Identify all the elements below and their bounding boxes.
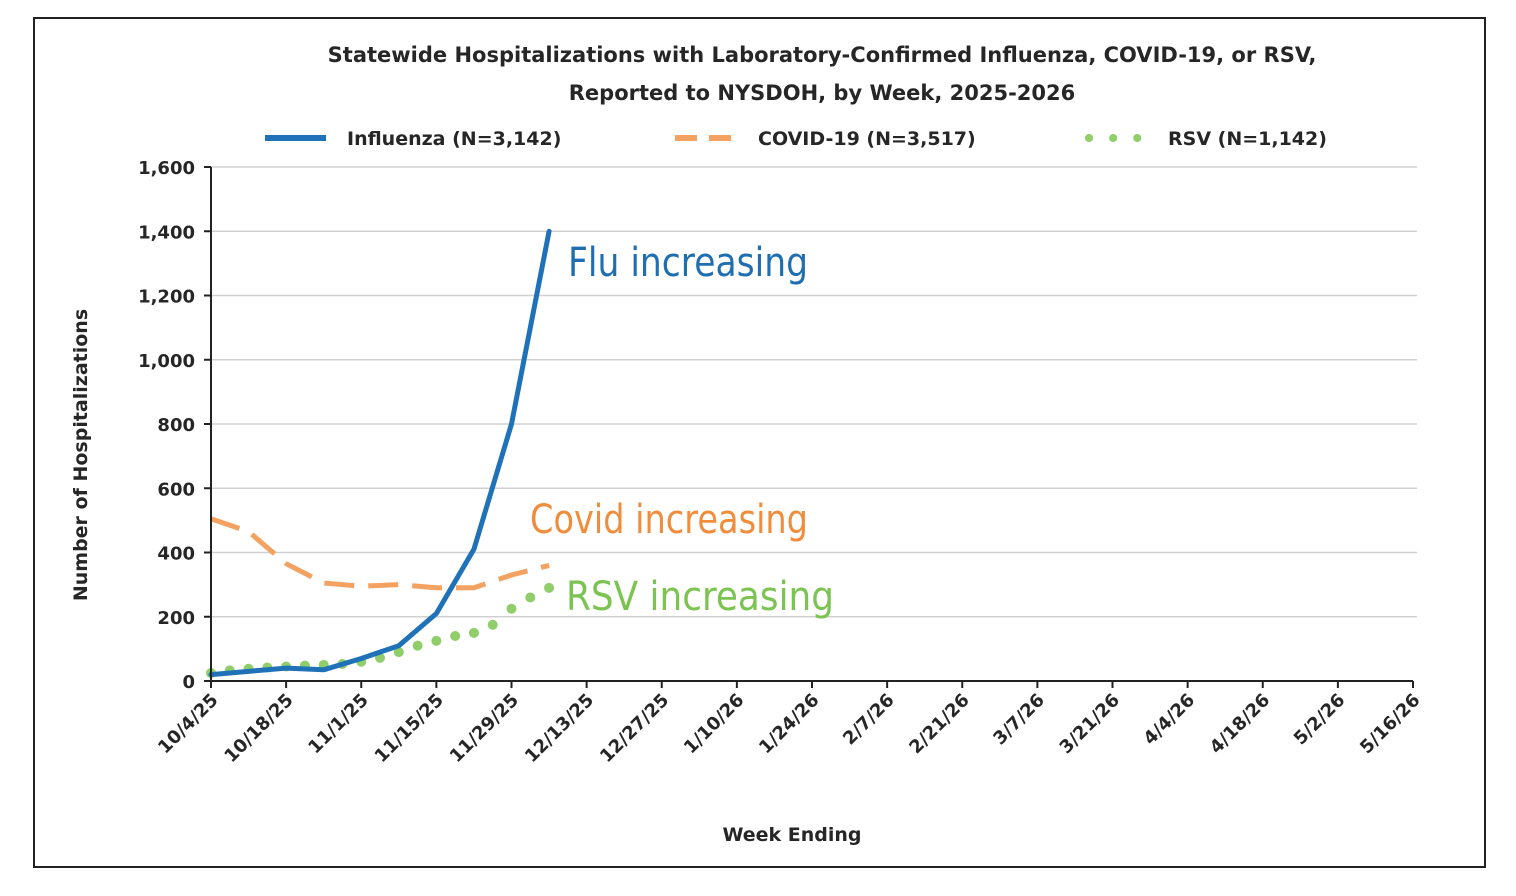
x-tick-label: 2/7/26 (839, 690, 899, 750)
x-tick-label: 3/7/26 (989, 690, 1049, 750)
series-layer (206, 228, 555, 678)
x-tick-label: 4/4/26 (1140, 690, 1200, 750)
x-tick-label: 11/15/25 (371, 690, 448, 767)
rsv-data-point (468, 627, 479, 638)
x-tick-label: 12/27/25 (596, 690, 673, 767)
x-tick-label: 2/21/26 (905, 690, 973, 758)
annotation-covid-increasing: Covid increasing (530, 497, 808, 543)
y-tick-label: 1,000 (138, 351, 195, 372)
annotation-rsv-increasing: RSV increasing (566, 574, 834, 620)
y-tick-label: 0 (182, 672, 195, 693)
chart-title-line-2: Reported to NYSDOH, by Week, 2025-2026 (569, 81, 1075, 105)
legend-label-covid: COVID-19 (N=3,517) (758, 128, 976, 150)
legend: Influenza (N=3,142) COVID-19 (N=3,517) R… (265, 128, 1327, 150)
covid-series-line (210, 516, 550, 591)
x-tick-label: 4/18/26 (1206, 690, 1274, 758)
rsv-data-point (544, 582, 555, 593)
rsv-data-point (431, 635, 442, 646)
x-tick-label: 3/21/26 (1056, 690, 1124, 758)
rsv-data-point (393, 647, 404, 658)
x-tick-label: 10/4/25 (154, 690, 222, 758)
y-tick-label: 600 (157, 479, 195, 500)
rsv-data-point (450, 631, 461, 642)
y-tick-label: 1,400 (138, 222, 195, 243)
chart-title-line-1: Statewide Hospitalizations with Laborato… (328, 43, 1317, 67)
y-tick-label: 200 (157, 608, 195, 629)
legend-label-rsv: RSV (N=1,142) (1168, 128, 1327, 150)
rsv-data-point (412, 640, 423, 651)
y-tick-label: 800 (157, 415, 195, 436)
x-tick-label: 11/29/25 (446, 690, 523, 767)
x-tick-label: 10/18/25 (220, 690, 297, 767)
x-axis-label: Week Ending (722, 824, 861, 846)
x-tick-label: 11/1/25 (304, 690, 372, 758)
legend-label-influenza: Influenza (N=3,142) (347, 128, 561, 150)
y-axis-label: Number of Hospitalizations (70, 309, 92, 601)
y-tick-label: 400 (157, 544, 195, 565)
x-tick-label: 12/13/25 (521, 690, 598, 767)
y-axis-ticks: 0 200 400 600 800 1,000 1,200 1,400 1,600 (138, 158, 211, 693)
x-tick-label: 5/16/26 (1356, 690, 1424, 758)
rsv-data-point (506, 603, 517, 614)
rsv-data-point (525, 592, 536, 603)
annotation-flu-increasing: Flu increasing (568, 240, 808, 286)
x-tick-label: 1/10/26 (680, 690, 748, 758)
influenza-series-line (208, 228, 552, 678)
rsv-data-point (487, 619, 498, 630)
gridlines (211, 166, 1417, 618)
y-tick-label: 1,600 (138, 158, 195, 179)
x-tick-label: 1/24/26 (755, 690, 823, 758)
x-tick-label: 5/2/26 (1290, 690, 1350, 750)
chart-frame (33, 17, 1486, 868)
y-tick-label: 1,200 (138, 287, 195, 308)
